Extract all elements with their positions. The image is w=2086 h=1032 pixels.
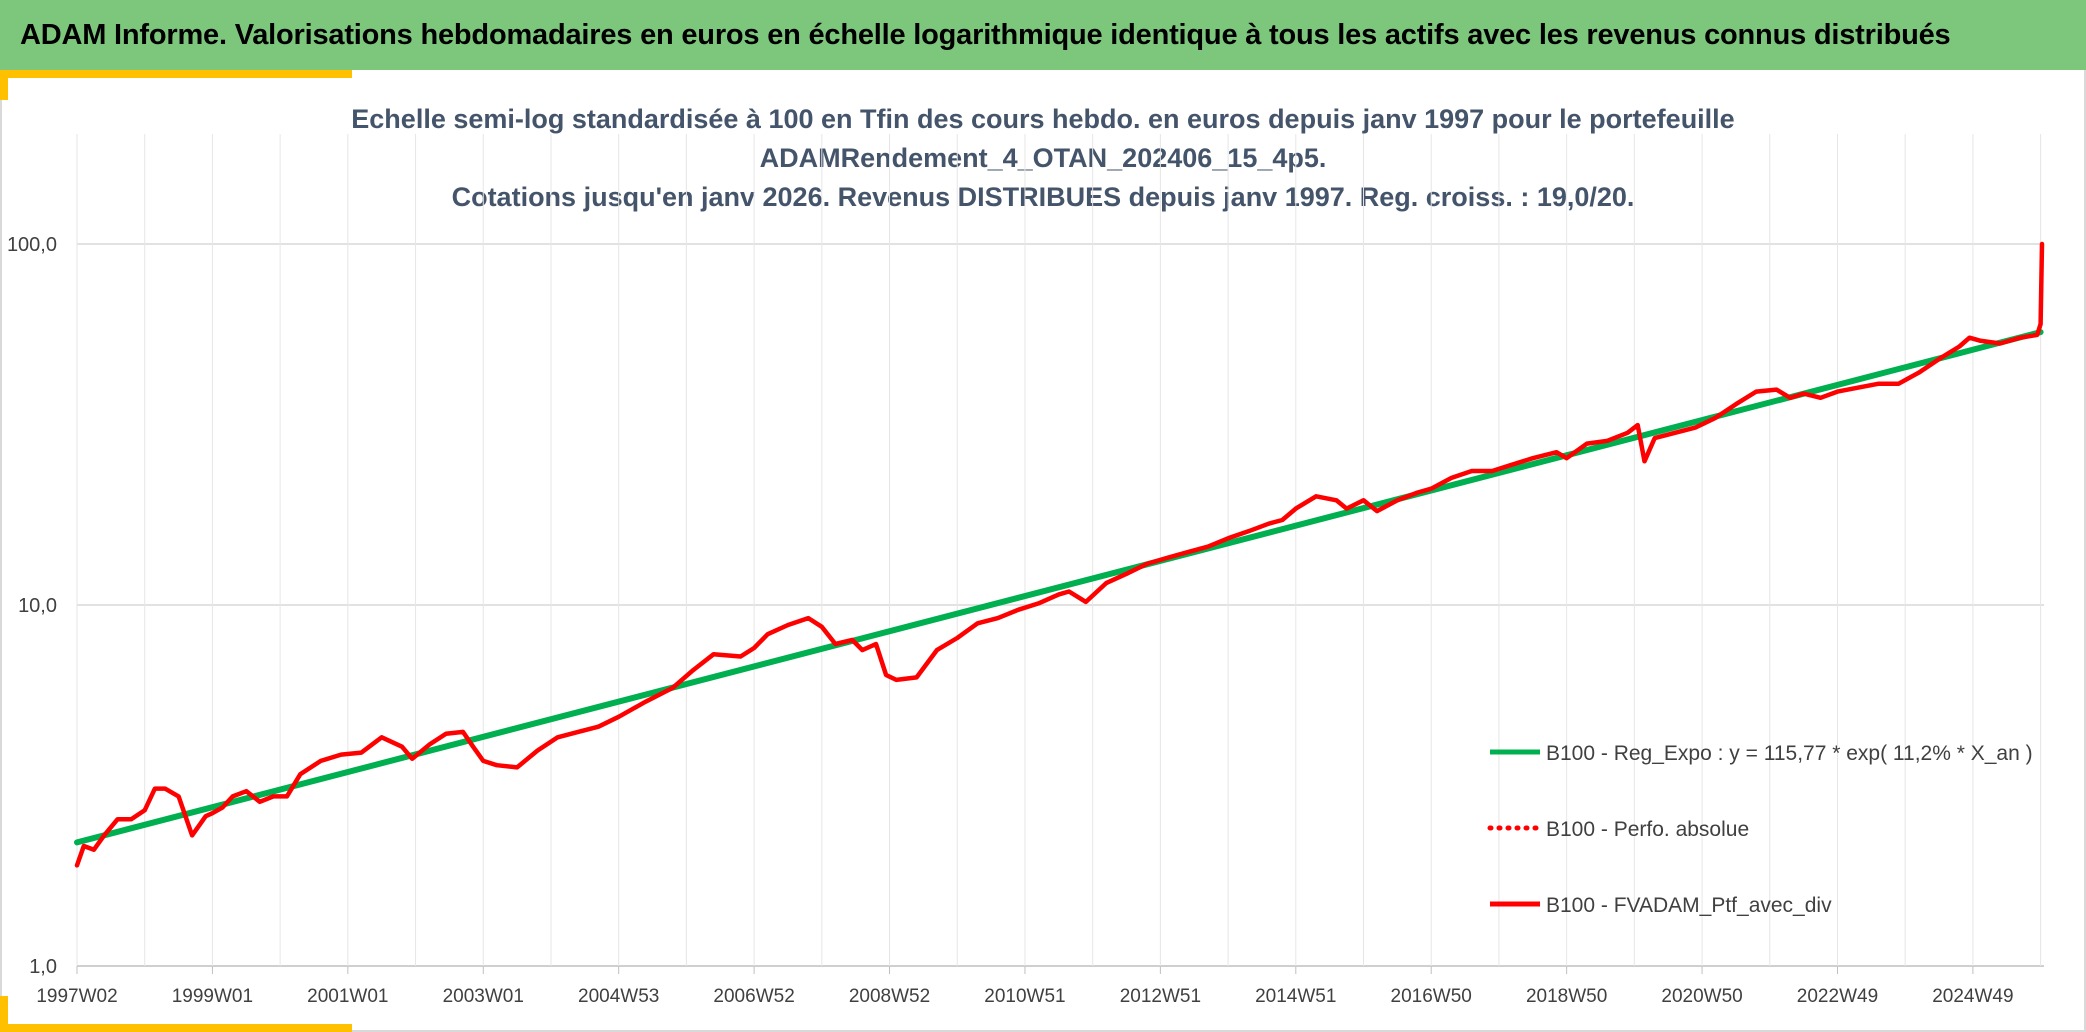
x-tick-label: 2001W01 [307,986,388,1007]
accent-bar-bottom [0,1024,352,1032]
legend-label-2: B100 - FVADAM_Ptf_avec_div [1546,894,1832,917]
legend-label-0: B100 - Reg_Expo : y = 115,77 * exp( 11,2… [1546,742,2033,765]
chart-grid [76,134,2044,967]
x-tick-label: 2018W50 [1526,986,1607,1007]
x-tick-label: 1999W01 [172,986,253,1007]
chart-title: Echelle semi-log standardisée à 100 en T… [0,100,2086,217]
x-tick-label: 2006W52 [713,986,794,1007]
x-tick-label: 2004W53 [578,986,659,1007]
y-tick-label: 10,0 [18,595,57,617]
x-tick-label: 2012W51 [1120,986,1201,1007]
y-tick-label: 1,0 [29,956,57,978]
accent-bar-top [0,70,352,78]
page-title: ADAM Informe. Valorisations hebdomadaire… [20,18,1951,51]
x-tick-label: 2016W50 [1391,986,1472,1007]
header-banner: ADAM Informe. Valorisations hebdomadaire… [0,0,2086,70]
chart-title-line-2: ADAMRendement_4_OTAN_202406_15_4p5. [759,143,1327,173]
x-tick-label: 2022W49 [1797,986,1878,1007]
x-axis: 1997W02 1999W01 2001W01 2003W01 2004W53 2006W… [36,966,2014,1007]
x-tick-label: 2020W50 [1661,986,1742,1007]
chart-legend: B100 - Reg_Expo : y = 115,77 * exp( 11,2… [1487,742,2033,917]
series-line-0 [74,329,2044,846]
chart-series [74,241,2045,868]
chart-frame [0,70,2086,1032]
legend-label-1: B100 - Perfo. absolue [1546,818,1749,841]
x-tick-label: 2024W49 [1932,986,2013,1007]
series-line-2 [74,241,2045,868]
chart-title-line-1: Echelle semi-log standardisée à 100 en T… [351,104,1735,134]
x-tick-label: 2010W51 [984,986,1065,1007]
y-axis: 1,0 10,0 100,0 [7,234,57,978]
accent-corner-top [0,70,8,100]
y-tick-label: 100,0 [7,234,57,256]
x-tick-label: 2008W52 [849,986,930,1007]
x-tick-label: 2003W01 [443,986,524,1007]
x-tick-label: 1997W02 [36,986,117,1007]
chart-title-line-3: Cotations jusqu'en janv 2026. Revenus DI… [451,182,1635,212]
accent-corner-bottom [0,996,8,1032]
x-tick-label: 2014W51 [1255,986,1336,1007]
